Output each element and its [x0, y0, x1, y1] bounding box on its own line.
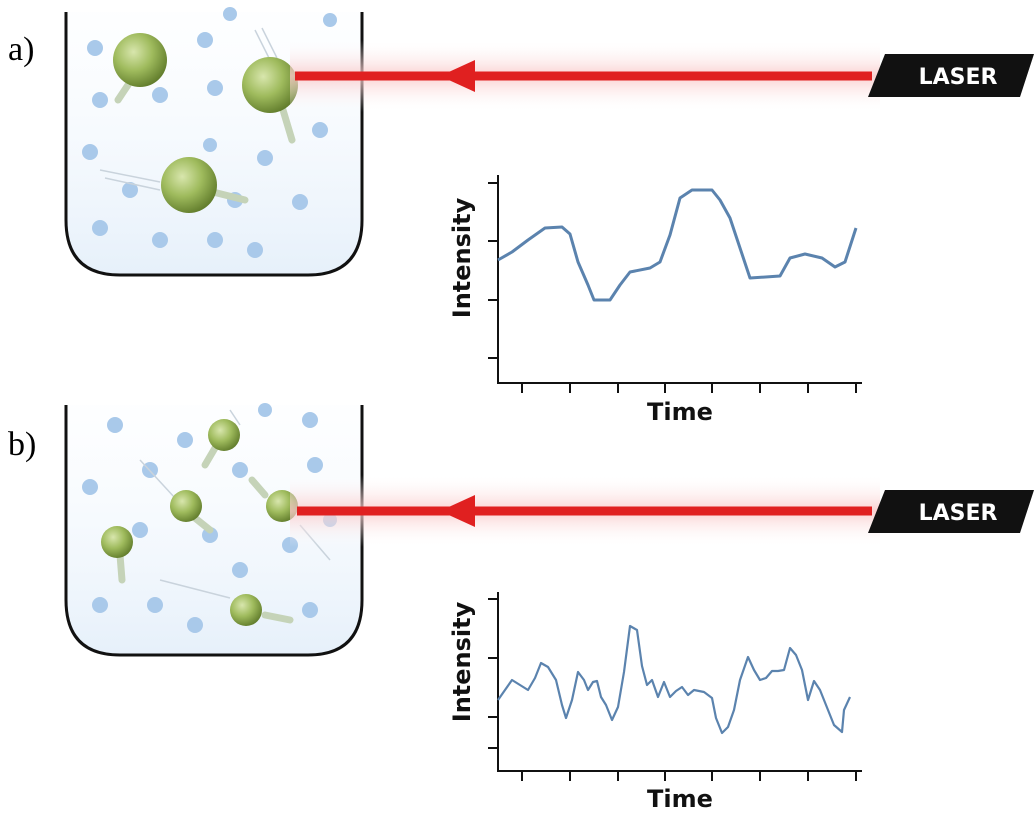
panel-a: a) LASER Inte — [8, 7, 1034, 426]
laser-label: LASER — [919, 501, 998, 526]
x-axis-label: Time — [647, 398, 713, 426]
panel-label: a) — [8, 31, 34, 68]
intensity-chart: Intensity Time — [448, 175, 862, 426]
y-axis-label: Intensity — [448, 601, 476, 722]
intensity-trace — [498, 190, 856, 300]
x-axis-label: Time — [647, 785, 713, 813]
panel-b: b) LASER — [8, 403, 1034, 813]
laser-label: LASER — [919, 65, 998, 90]
diagram: a) LASER Inte — [0, 0, 1034, 816]
intensity-trace — [498, 626, 850, 733]
intensity-chart: Intensity Time — [448, 592, 862, 813]
y-axis-label: Intensity — [448, 197, 476, 318]
panel-label: b) — [8, 426, 36, 463]
